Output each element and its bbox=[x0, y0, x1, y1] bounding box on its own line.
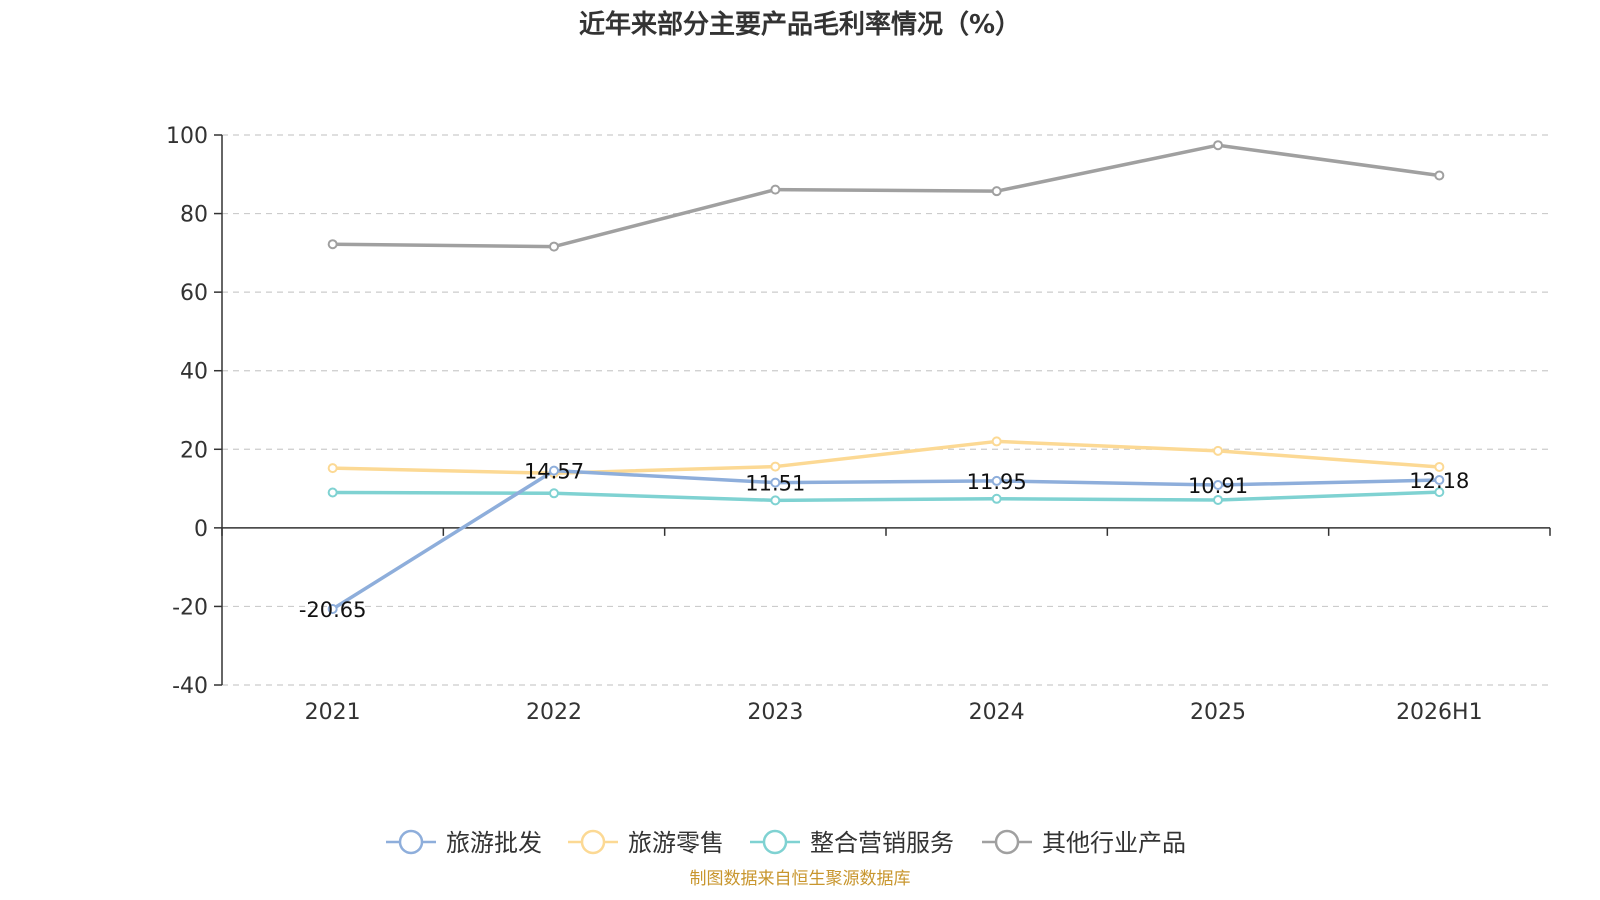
series-line bbox=[332, 143, 1440, 249]
x-tick-label: 2024 bbox=[969, 700, 1025, 725]
x-tick-label: 2021 bbox=[305, 700, 361, 725]
data-point[interactable] bbox=[327, 603, 338, 614]
series-lines bbox=[327, 140, 1445, 614]
y-tick-label: -40 bbox=[172, 674, 208, 699]
data-point[interactable] bbox=[327, 239, 338, 250]
series-line bbox=[332, 490, 1440, 503]
x-tick-label: 2025 bbox=[1190, 700, 1246, 725]
y-tick-label: 20 bbox=[180, 438, 208, 463]
data-point[interactable] bbox=[991, 493, 1002, 504]
data-point[interactable] bbox=[327, 463, 338, 474]
legend-marker bbox=[398, 829, 424, 855]
data-point[interactable] bbox=[1213, 445, 1223, 456]
data-point[interactable] bbox=[770, 477, 781, 488]
data-label: -20.65 bbox=[299, 598, 367, 622]
data-point[interactable] bbox=[991, 186, 1002, 197]
data-label: 12.18 bbox=[1409, 469, 1469, 493]
y-tick-label: -20 bbox=[172, 595, 208, 620]
legend-label: 其他行业产品 bbox=[1042, 829, 1186, 857]
x-tick-label: 2023 bbox=[747, 700, 803, 725]
x-tick-label: 2022 bbox=[526, 700, 582, 725]
data-point[interactable] bbox=[991, 436, 1002, 447]
legend[interactable]: 旅游批发 旅游零售 整合营销服务 其他行业产品 bbox=[386, 829, 1186, 857]
data-point[interactable] bbox=[991, 475, 1002, 486]
data-point[interactable] bbox=[549, 488, 559, 499]
y-tick-label: 60 bbox=[180, 281, 208, 306]
legend-marker bbox=[994, 829, 1020, 855]
data-point[interactable] bbox=[549, 465, 559, 476]
grid-lines bbox=[222, 134, 1550, 686]
legend-label: 旅游批发 bbox=[446, 829, 542, 857]
data-label: 10.91 bbox=[1188, 474, 1248, 498]
y-tick-label: 80 bbox=[180, 203, 208, 228]
data-point[interactable] bbox=[1434, 475, 1445, 486]
legend-label: 整合营销服务 bbox=[810, 829, 954, 857]
legend-item[interactable]: 旅游批发 bbox=[386, 829, 542, 857]
data-point[interactable] bbox=[770, 495, 781, 506]
data-point[interactable] bbox=[1213, 140, 1223, 151]
data-point[interactable] bbox=[1213, 479, 1223, 490]
chart-title: 近年来部分主要产品毛利率情况（%） bbox=[579, 9, 1021, 40]
legend-item[interactable]: 整合营销服务 bbox=[750, 829, 954, 857]
x-tick-label: 2026H1 bbox=[1396, 700, 1483, 725]
legend-item[interactable]: 其他行业产品 bbox=[982, 829, 1186, 857]
data-label: 11.51 bbox=[745, 472, 805, 496]
series-line bbox=[331, 468, 1440, 611]
data-point[interactable] bbox=[549, 241, 559, 252]
data-point[interactable] bbox=[1434, 487, 1445, 498]
y-tick-label: 0 bbox=[194, 517, 208, 542]
data-point[interactable] bbox=[1434, 170, 1445, 181]
data-point[interactable] bbox=[770, 184, 781, 195]
legend-label: 旅游零售 bbox=[628, 829, 724, 857]
series-line bbox=[332, 439, 1440, 475]
data-point[interactable] bbox=[1213, 494, 1223, 505]
axes: 100 80 60 40 20 0 -20 -40 2021 2022 2023 2024 2025 20… bbox=[166, 124, 1551, 725]
legend-item[interactable]: 旅游零售 bbox=[568, 829, 724, 857]
y-tick-label: 100 bbox=[166, 124, 208, 149]
data-labels: -20.65 14.57 11.51 11.95 10.91 12.18 bbox=[299, 460, 1470, 622]
data-point[interactable] bbox=[770, 461, 781, 472]
y-tick-label: 40 bbox=[180, 360, 208, 385]
data-label: 11.95 bbox=[967, 470, 1027, 494]
legend-marker bbox=[580, 829, 606, 855]
data-point[interactable] bbox=[1434, 461, 1445, 472]
legend-marker bbox=[762, 829, 788, 855]
data-point[interactable] bbox=[327, 487, 338, 498]
source-note: 制图数据来自恒生聚源数据库 bbox=[690, 869, 911, 889]
data-label: 14.57 bbox=[524, 460, 584, 484]
